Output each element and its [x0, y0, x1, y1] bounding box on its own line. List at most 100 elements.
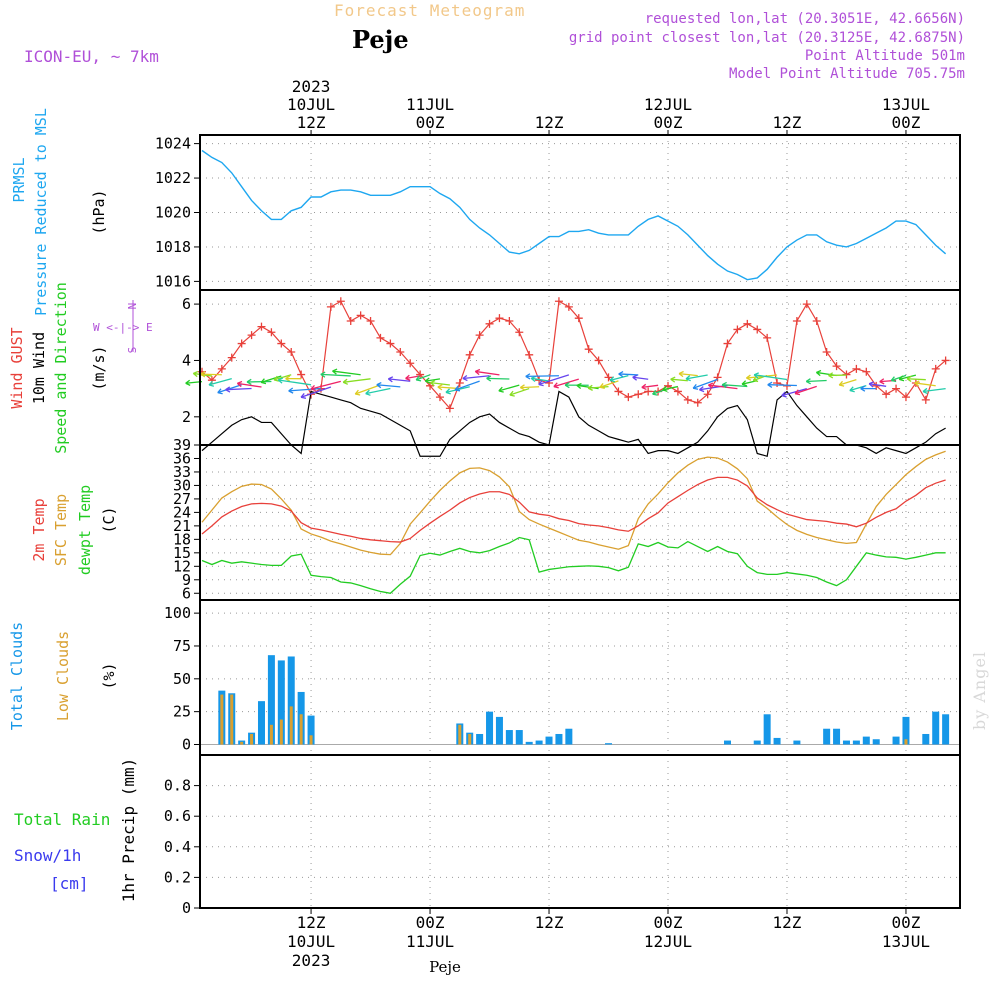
- total-cloud-bar: [833, 728, 841, 745]
- wind-arrow: [462, 375, 490, 380]
- gust-marker: [634, 390, 643, 399]
- wind-arrow: [794, 385, 817, 395]
- wind-arrow-head: [277, 377, 284, 384]
- low-cloud-bar: [468, 733, 472, 745]
- wind-arrow-head: [632, 374, 638, 381]
- wind-arrow: [376, 384, 401, 388]
- wind-arrow-head: [365, 389, 371, 396]
- y-tick-label: 4: [182, 351, 191, 369]
- wind-arrow-head: [741, 380, 748, 387]
- wind-arrow-head: [376, 381, 382, 389]
- compass-we: W <-|-> E: [93, 321, 153, 334]
- wind-arrow-head: [185, 379, 191, 386]
- gust-marker: [227, 353, 236, 362]
- wind-arrow: [388, 378, 411, 382]
- wind-arrow: [553, 378, 579, 388]
- gust-marker: [584, 345, 593, 354]
- gridpoint-coords: grid point closest lon,lat (20.3125E, 42…: [569, 30, 965, 46]
- top-hour-label: 12Z: [535, 113, 564, 132]
- total-clouds-label: Total Clouds: [8, 622, 26, 730]
- top-hour-label: 00Z: [654, 113, 683, 132]
- gust-line: [201, 300, 947, 410]
- wind-arrow: [355, 384, 381, 395]
- wind-speed-line: [201, 390, 946, 458]
- wind-arrow-head: [815, 369, 822, 377]
- total-cloud-bar: [257, 701, 265, 745]
- low-cloud-bar: [220, 694, 224, 745]
- wind-arrow: [781, 387, 807, 397]
- y-tick-label: 1022: [155, 169, 191, 187]
- total-cloud-bar: [505, 730, 513, 745]
- y-tick-label: 36: [173, 449, 191, 467]
- pressure-desc-label: Pressure Reduced to MSL: [32, 108, 50, 316]
- wind-arrow: [260, 375, 282, 384]
- wind-arrow: [839, 378, 857, 386]
- wind-arrow-head: [225, 386, 231, 393]
- dewpt-label: dewpt Temp: [76, 485, 94, 575]
- wind-arrow: [208, 377, 232, 386]
- top-hour-label: 00Z: [416, 113, 445, 132]
- total-cloud-bar: [773, 737, 781, 745]
- total-cloud-bar: [823, 728, 831, 745]
- wind-arrow: [200, 373, 222, 376]
- wind-arrow-head: [890, 376, 897, 383]
- wind-arrow: [767, 384, 797, 387]
- gust-marker: [406, 359, 415, 368]
- wind-arrow: [699, 384, 728, 391]
- gust-marker: [802, 300, 811, 309]
- y-tick-label: 21: [173, 517, 191, 535]
- wind-desc-label: Speed and Direction: [52, 282, 70, 454]
- wind-arrow-head: [200, 371, 206, 378]
- wind-arrow-head: [260, 378, 267, 385]
- total-rain-label: Total Rain: [14, 810, 110, 829]
- wind-arrow-head: [767, 381, 773, 388]
- bottom-date-label: 12JUL: [644, 932, 692, 951]
- wind-arrow-head: [273, 375, 279, 382]
- y-tick-label: 27: [173, 490, 191, 508]
- gust-marker: [693, 398, 702, 407]
- wind-arrow: [288, 387, 322, 392]
- wind-arrow-head: [553, 382, 559, 389]
- y-tick-label: 1016: [155, 272, 191, 290]
- wind-arrow-head: [599, 383, 605, 389]
- gust-marker: [554, 297, 563, 306]
- wind-arrow: [415, 374, 431, 381]
- wind-arrow-head: [609, 376, 616, 383]
- clouds-unit-label: (%): [100, 662, 118, 689]
- gust-marker: [505, 317, 514, 325]
- wind-arrow-head: [879, 378, 885, 385]
- top-date-label: 13JUL: [882, 95, 930, 114]
- total-cloud-bar: [486, 711, 494, 745]
- gust-marker: [545, 379, 554, 387]
- gust-label: Wind GUST: [8, 327, 26, 408]
- wind-arrow: [300, 386, 332, 398]
- gust-marker: [416, 370, 425, 379]
- gust-marker: [614, 387, 623, 396]
- y-tick-label: 6: [182, 295, 191, 313]
- low-cloud-bar: [309, 735, 313, 745]
- panel-frame: [199, 754, 961, 909]
- wind-arrow-head: [486, 375, 492, 382]
- wind-arrow-head: [509, 390, 515, 397]
- wind-arrow: [509, 387, 530, 396]
- y-tick-label: 9: [182, 571, 191, 589]
- wind-arrow-head: [898, 375, 905, 382]
- footer-station: Peje: [429, 958, 461, 976]
- gust-marker: [396, 348, 405, 356]
- wind-arrow: [914, 382, 936, 387]
- wind-arrow: [685, 374, 708, 380]
- low-clouds-label: Low Clouds: [54, 631, 72, 721]
- wind-arrow-head: [860, 385, 866, 392]
- y-tick-label: 39: [173, 436, 191, 454]
- wind-arrow-head: [564, 381, 570, 389]
- gust-marker: [624, 393, 633, 402]
- requested-coords: requested lon,lat (20.3051E, 42.6656N): [645, 11, 965, 27]
- wind-arrow: [632, 376, 649, 380]
- y-tick-label: 75: [173, 637, 191, 655]
- gust-marker: [733, 325, 742, 334]
- page-title: Peje: [352, 25, 409, 54]
- total-cloud-bar: [555, 733, 563, 745]
- wind-arrow-head: [437, 384, 443, 391]
- gust-marker: [277, 339, 286, 348]
- total-cloud-bar: [862, 736, 870, 745]
